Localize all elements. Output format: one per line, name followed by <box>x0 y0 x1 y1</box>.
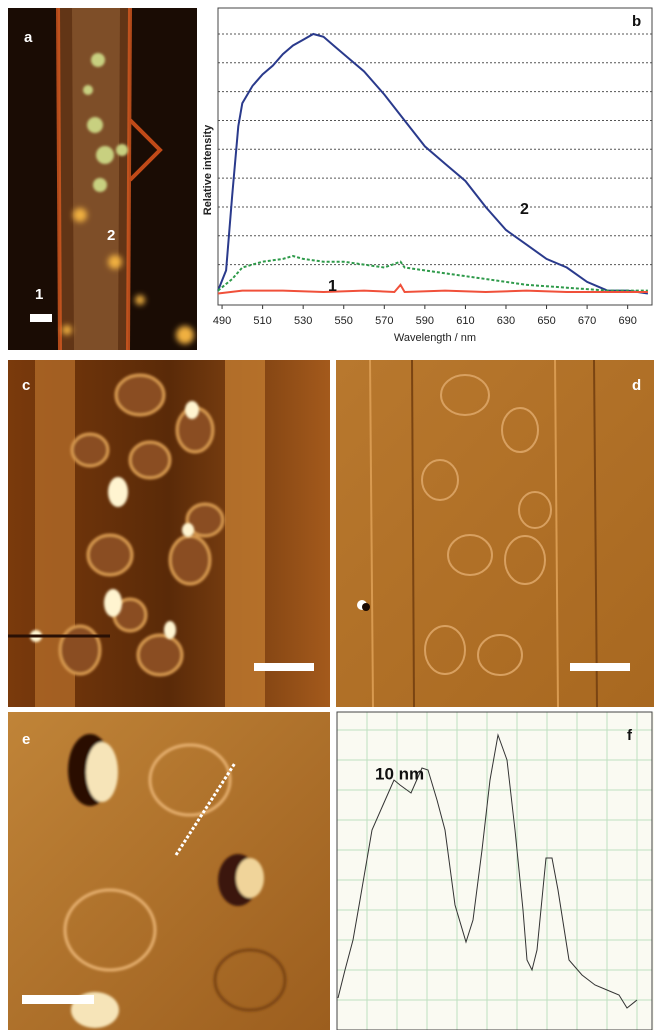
marker: 2 <box>107 227 115 244</box>
panel-label: c <box>22 377 30 394</box>
marker: 1 <box>35 286 43 303</box>
panel-e: e <box>8 712 330 1030</box>
x-tick-label: 630 <box>497 315 515 327</box>
x-tick-label: 490 <box>213 315 231 327</box>
figure: a 1 2 c <box>0 0 654 1030</box>
y-axis-label: Relative intensity <box>202 124 214 215</box>
x-tick-label: 550 <box>335 315 353 327</box>
panel-d: d <box>336 360 654 707</box>
annotation: 10 nm <box>375 764 424 783</box>
x-tick-label: 590 <box>416 315 434 327</box>
panel-label: d <box>632 377 641 394</box>
x-tick-label: 530 <box>294 315 312 327</box>
chart-background <box>200 0 654 350</box>
x-tick-label: 690 <box>618 315 636 327</box>
panel-label: a <box>24 29 33 46</box>
x-axis-label: Wavelength / nm <box>394 332 476 344</box>
panel-a: a 1 2 <box>8 8 197 350</box>
panel-label: e <box>22 731 30 748</box>
x-tick-label: 570 <box>375 315 393 327</box>
panel-label: b <box>632 13 641 30</box>
series-label: 1 <box>328 278 337 295</box>
x-tick-label: 650 <box>537 315 555 327</box>
x-tick-label: 670 <box>578 315 596 327</box>
x-tick-label: 610 <box>456 315 474 327</box>
x-tick-label: 510 <box>253 315 271 327</box>
panel-c: c <box>8 360 330 707</box>
series-label: 2 <box>520 201 529 218</box>
